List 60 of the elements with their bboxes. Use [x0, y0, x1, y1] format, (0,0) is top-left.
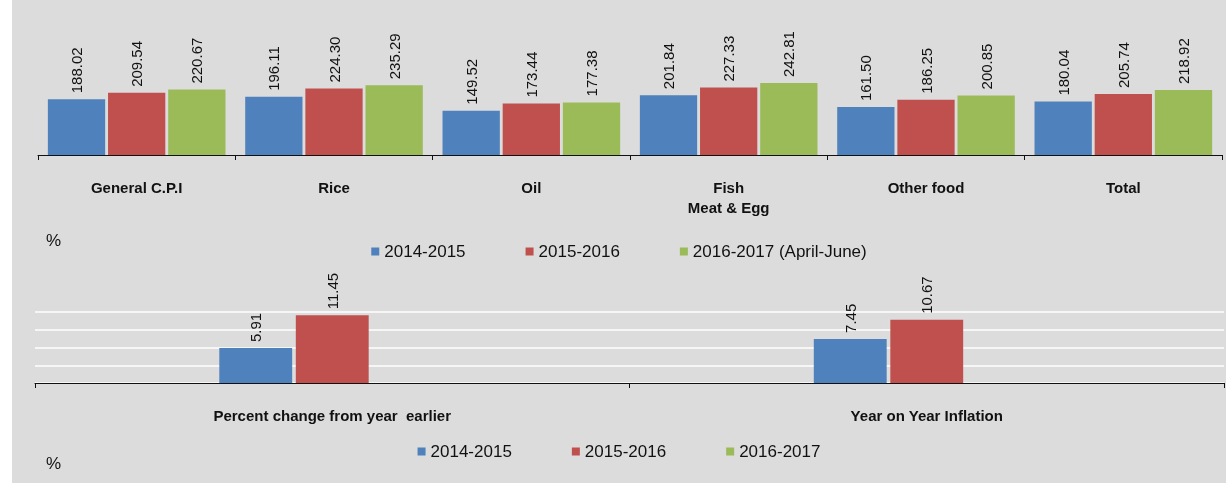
bar — [897, 99, 955, 155]
data-label: 188.02 — [68, 47, 86, 94]
bar — [1154, 90, 1213, 155]
data-label: 218.92 — [1174, 38, 1192, 85]
legend-label: 2014-2015 — [384, 242, 466, 261]
data-label: 173.44 — [522, 51, 540, 98]
data-label: 196.11 — [265, 46, 283, 91]
bar — [1094, 93, 1152, 155]
data-label: 235.29 — [385, 33, 403, 80]
text: % — [46, 231, 62, 250]
data-label: 7.45 — [841, 303, 859, 333]
legend-label: 2015-2016 — [538, 242, 620, 261]
data-label: 5.91 — [247, 312, 265, 343]
bar — [108, 92, 166, 155]
x-tick-label: Total — [1105, 178, 1141, 196]
bar — [700, 87, 758, 155]
data-label: 200.85 — [977, 43, 995, 90]
data-label: 180.04 — [1054, 49, 1072, 96]
bar — [365, 85, 423, 155]
data-label: 149.52 — [462, 58, 480, 105]
bar — [305, 88, 363, 155]
x-tick-label: Other food — [887, 178, 965, 196]
data-label: 220.67 — [188, 37, 206, 84]
legend-label: 2015-2016 — [584, 442, 667, 461]
bar — [957, 95, 1015, 155]
data-label: 186.25 — [917, 47, 935, 94]
x-tick-label: General C.P.I — [90, 178, 183, 196]
data-label: 205.74 — [1114, 42, 1132, 88]
data-label: 161.50 — [857, 55, 875, 102]
bar — [47, 99, 106, 155]
x-tick-label: Percent change from year earlier — [213, 406, 452, 424]
bar — [760, 83, 818, 155]
x-tick-label: Rice — [318, 178, 350, 196]
bar — [890, 319, 964, 383]
data-label: 177.38 — [582, 50, 600, 97]
bar — [1034, 101, 1092, 155]
bar — [245, 96, 303, 155]
bar — [219, 348, 293, 383]
bar — [639, 95, 698, 155]
data-label: 227.33 — [720, 35, 738, 82]
bar — [442, 110, 500, 155]
bar — [813, 338, 887, 383]
bar — [562, 102, 621, 155]
legend-label: 2014-2015 — [430, 442, 512, 461]
data-label: 11.45 — [323, 272, 341, 310]
bar — [837, 107, 895, 155]
x-tick-label: Year on Year Inflation — [850, 406, 1003, 424]
bar — [502, 103, 560, 155]
bar — [168, 89, 226, 155]
data-label: 242.81 — [780, 31, 798, 77]
data-label: 201.84 — [660, 43, 678, 90]
data-label: 10.67 — [918, 276, 936, 314]
legend-label: 2016-2017 (April-June) — [692, 242, 867, 261]
bar — [295, 315, 369, 383]
data-label: 224.30 — [325, 36, 343, 83]
x-tick-label: Fish Meat & Egg — [687, 178, 770, 216]
legend-label: 2016-2017 — [739, 442, 821, 461]
text: % — [46, 454, 62, 473]
x-tick-label: Oil — [521, 178, 542, 196]
data-label: 209.54 — [128, 40, 146, 87]
